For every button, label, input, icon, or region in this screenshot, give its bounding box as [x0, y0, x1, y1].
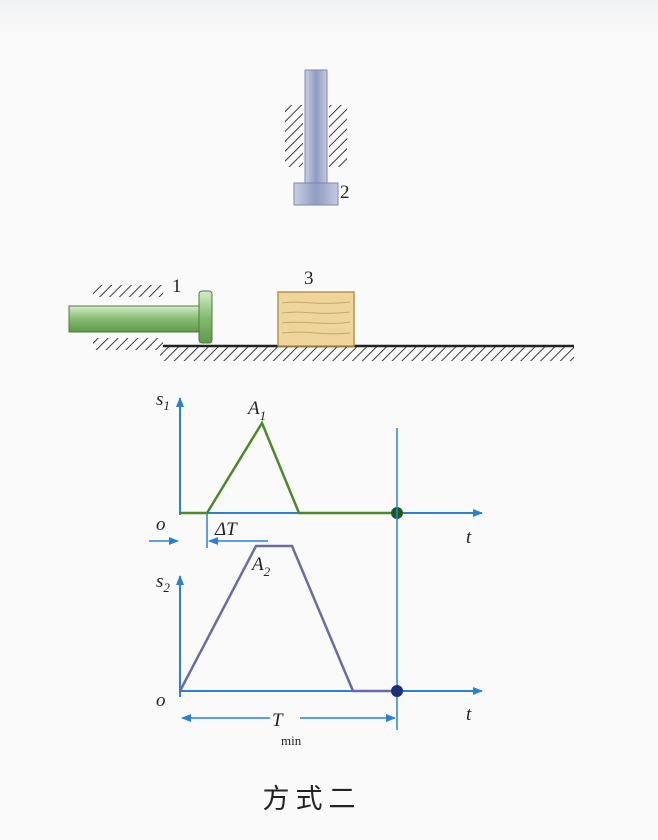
ground-hatch [160, 346, 574, 361]
t1-label: t [466, 527, 472, 548]
graph-s2: s2 A2 o t [156, 544, 483, 725]
part3-label: 3 [304, 268, 314, 289]
A2-label: A2 [250, 554, 271, 579]
part2-plunger: 2 [285, 69, 350, 206]
wood-grain [281, 301, 351, 335]
tmin-dimension: T min [181, 710, 396, 748]
part1-label: 1 [172, 276, 182, 297]
deltaT-dimension: ΔT [149, 513, 268, 548]
o1-label: o [156, 514, 166, 535]
s1-curve [180, 420, 397, 515]
tmin-label: T [272, 710, 284, 731]
guide-hatch-left [285, 105, 303, 167]
graph-s1: s1 A1 o t [156, 389, 483, 548]
tmin-sub-label: min [281, 733, 302, 748]
s2-curve [178, 544, 397, 693]
plunger-rod [304, 69, 328, 186]
A1-label: A1 [246, 398, 266, 423]
deltaT-label: ΔT [214, 519, 238, 540]
figure-panel [0, 34, 658, 840]
figure-caption: 方式二 [263, 784, 362, 815]
block-body [277, 291, 355, 347]
pusher-head [198, 290, 213, 344]
pusher-rod [68, 305, 210, 333]
s2-end-dot [391, 685, 403, 697]
part2-label: 2 [340, 182, 350, 203]
s2-label: s2 [156, 571, 170, 595]
plunger-head [293, 182, 339, 206]
pusher-guide-bottom [93, 338, 163, 350]
ground [160, 344, 574, 361]
t2-label: t [466, 704, 472, 725]
s1-label: s1 [156, 389, 170, 413]
part3-block: 3 [277, 268, 355, 347]
part1-pusher: 1 [68, 276, 213, 350]
guide-hatch-right [329, 105, 347, 167]
o2-label: o [156, 690, 166, 711]
pusher-guide-top [93, 285, 163, 297]
